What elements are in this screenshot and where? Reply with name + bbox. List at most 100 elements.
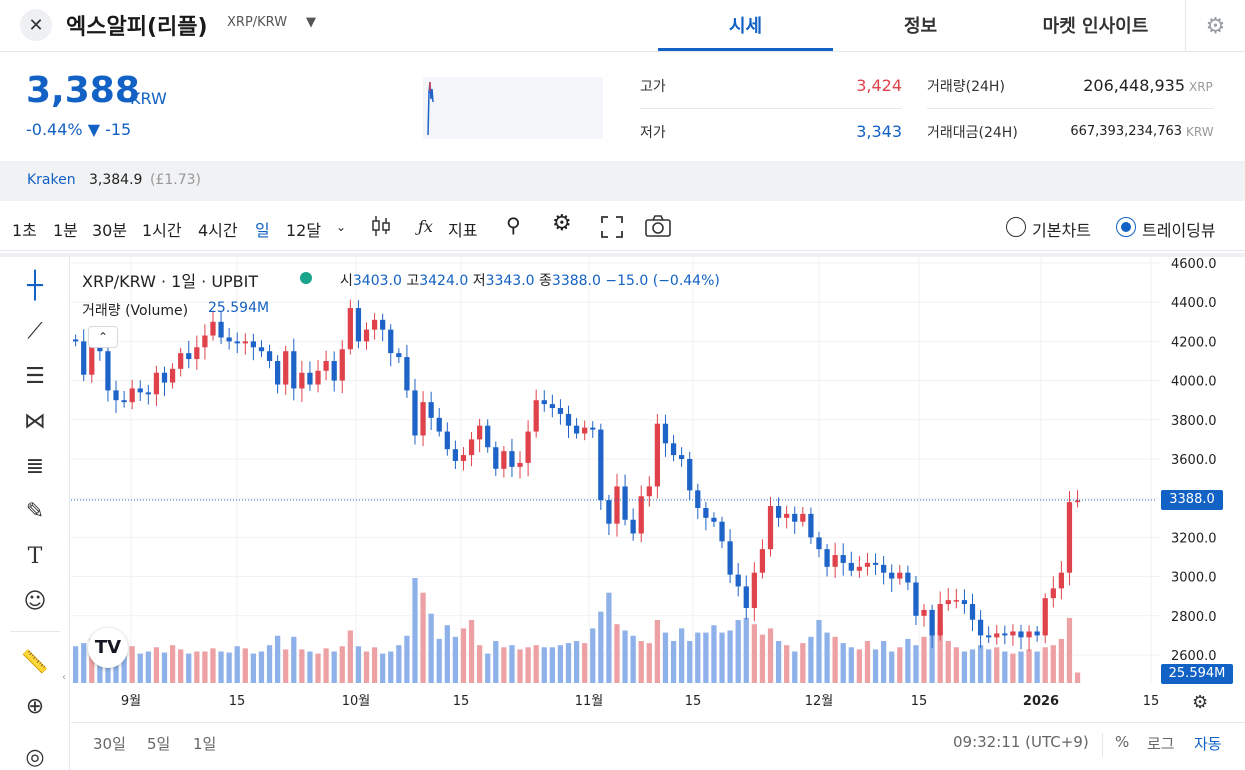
candle-body (258, 347, 265, 352)
interval-12mo[interactable]: 12달 (286, 221, 322, 240)
volume-bar (331, 651, 337, 683)
candle-body (679, 455, 685, 459)
radio-tradingview[interactable] (1116, 217, 1136, 237)
volume-bar (727, 630, 733, 683)
text-tool-icon[interactable]: T (27, 543, 43, 569)
volume-bar (525, 647, 531, 683)
ruler-icon[interactable]: 📏 (21, 649, 49, 675)
interval-4h[interactable]: 4시간 (198, 221, 238, 240)
scroll-left-icon[interactable]: ‹ (62, 672, 66, 683)
volume-bar (121, 648, 127, 683)
range-1d[interactable]: 1일 (193, 735, 217, 753)
candle-body (905, 572, 911, 583)
price-tick-label: 2600.0 (1171, 649, 1217, 664)
candle-body (234, 341, 240, 344)
volume-bar (905, 638, 911, 683)
radio-basic-chart[interactable] (1006, 217, 1026, 237)
fullscreen-icon[interactable] (601, 216, 623, 238)
log-toggle[interactable]: 로그 (1147, 735, 1175, 753)
volume-bar (598, 611, 604, 683)
volume-bar (315, 653, 321, 683)
exchange-price: 3,384.9 (89, 172, 143, 188)
exchange-name[interactable]: Kraken (27, 172, 76, 188)
tradingview-logo[interactable]: TV (88, 628, 128, 668)
volume-bar (719, 632, 725, 683)
tab-info[interactable]: 정보 (903, 16, 938, 37)
chevron-down-icon[interactable]: ⌄ (336, 220, 347, 234)
volume-bar (840, 643, 846, 683)
price-tick-label: 2800.0 (1171, 610, 1217, 625)
brush-icon[interactable]: ✎ (25, 498, 45, 524)
volume-bar (412, 578, 418, 683)
horizontal-lines-icon[interactable]: ☰ (25, 363, 45, 389)
zoom-in-icon[interactable]: ⊕ (25, 693, 45, 719)
candlestick-type-icon[interactable] (370, 214, 392, 238)
auto-toggle[interactable]: 자동 (1194, 735, 1222, 753)
candle-body (347, 308, 353, 350)
clock: 09:32:11 (UTC+9) (953, 733, 1089, 751)
time-tick-label: 15 (453, 694, 470, 709)
candle-body (428, 402, 434, 418)
volume-unit: XRP (1189, 80, 1213, 94)
indicator-button[interactable]: 지표 (448, 221, 478, 240)
emoji-icon[interactable]: ☺ (23, 588, 47, 614)
time-tick-label: 9월 (121, 694, 141, 709)
candle-body (977, 619, 984, 636)
interval-1m[interactable]: 1분 (53, 221, 78, 240)
range-5d[interactable]: 5일 (147, 735, 171, 753)
interval-30m[interactable]: 30분 (92, 221, 128, 240)
exchange-price-bar: Kraken 3,384.9 (£1.73) (0, 161, 1245, 201)
volume-bar (436, 638, 442, 683)
chart-toolbar: 1초 1분 30분 1시간 4시간 일 12달 ⌄ ƒx 지표 ⚲ ⚙ 기본차트… (0, 201, 1245, 251)
interval-1s[interactable]: 1초 (12, 221, 37, 240)
gear-icon[interactable]: ⚙ (552, 211, 572, 236)
price-tick-label: 4000.0 (1171, 375, 1217, 390)
volume-bar (864, 641, 871, 683)
chevron-down-icon[interactable]: ▼ (306, 15, 316, 30)
tab-market-price[interactable]: 시세 (728, 16, 763, 37)
time-tick-label: 15 (1143, 694, 1160, 709)
pattern-icon[interactable]: ⋈ (24, 408, 46, 434)
candle-body (759, 549, 766, 573)
collapse-legend-button[interactable]: ⌃ (88, 326, 118, 348)
basic-chart-label[interactable]: 기본차트 (1032, 221, 1091, 240)
price-axis (1161, 257, 1245, 722)
volume-bar (283, 649, 289, 683)
volume-bar (153, 647, 160, 683)
interval-1h[interactable]: 1시간 (142, 221, 182, 240)
camera-icon[interactable] (645, 215, 671, 237)
magnet-icon[interactable]: ◎ (25, 747, 45, 767)
crosshair-icon[interactable]: ┼ (27, 271, 43, 301)
candle-body (590, 427, 596, 430)
candle-body (153, 372, 160, 395)
volume-bar (1074, 672, 1081, 683)
volume-bar (323, 648, 329, 683)
candle-body (145, 392, 151, 395)
time-tick-label: 12월 (805, 694, 834, 709)
candle-body (743, 586, 749, 608)
candlestick-chart[interactable]: 4600.04400.04200.04000.03800.03600.03400… (71, 257, 1245, 722)
settings-button[interactable]: ⚙ (1185, 0, 1245, 52)
axis-settings-icon[interactable]: ⚙ (1192, 692, 1209, 713)
candle-body (509, 451, 515, 467)
divider (1102, 733, 1103, 757)
candle-body (363, 329, 370, 342)
open-value: 3403.0 (352, 273, 402, 289)
fib-levels-icon[interactable]: ≣ (25, 453, 45, 479)
volume-bar (178, 649, 184, 683)
tradingview-label[interactable]: 트레이딩뷰 (1142, 221, 1216, 240)
tab-market-insight[interactable]: 마켓 인사이트 (1042, 16, 1149, 37)
function-icon[interactable]: ƒx (418, 217, 433, 236)
close-button[interactable]: ✕ (20, 9, 52, 41)
volume-bar (735, 620, 741, 683)
percent-toggle[interactable]: % (1115, 733, 1130, 751)
alert-icon[interactable]: ⚲ (506, 213, 521, 237)
candle-body (921, 609, 927, 616)
interval-day[interactable]: 일 (255, 221, 270, 240)
trendline-icon[interactable]: ⟋ (27, 318, 43, 344)
candle-body (994, 633, 1000, 638)
volume-bar (784, 645, 790, 683)
candle-body (460, 455, 467, 461)
volume-bar (145, 651, 151, 683)
range-30d[interactable]: 30일 (93, 735, 126, 753)
